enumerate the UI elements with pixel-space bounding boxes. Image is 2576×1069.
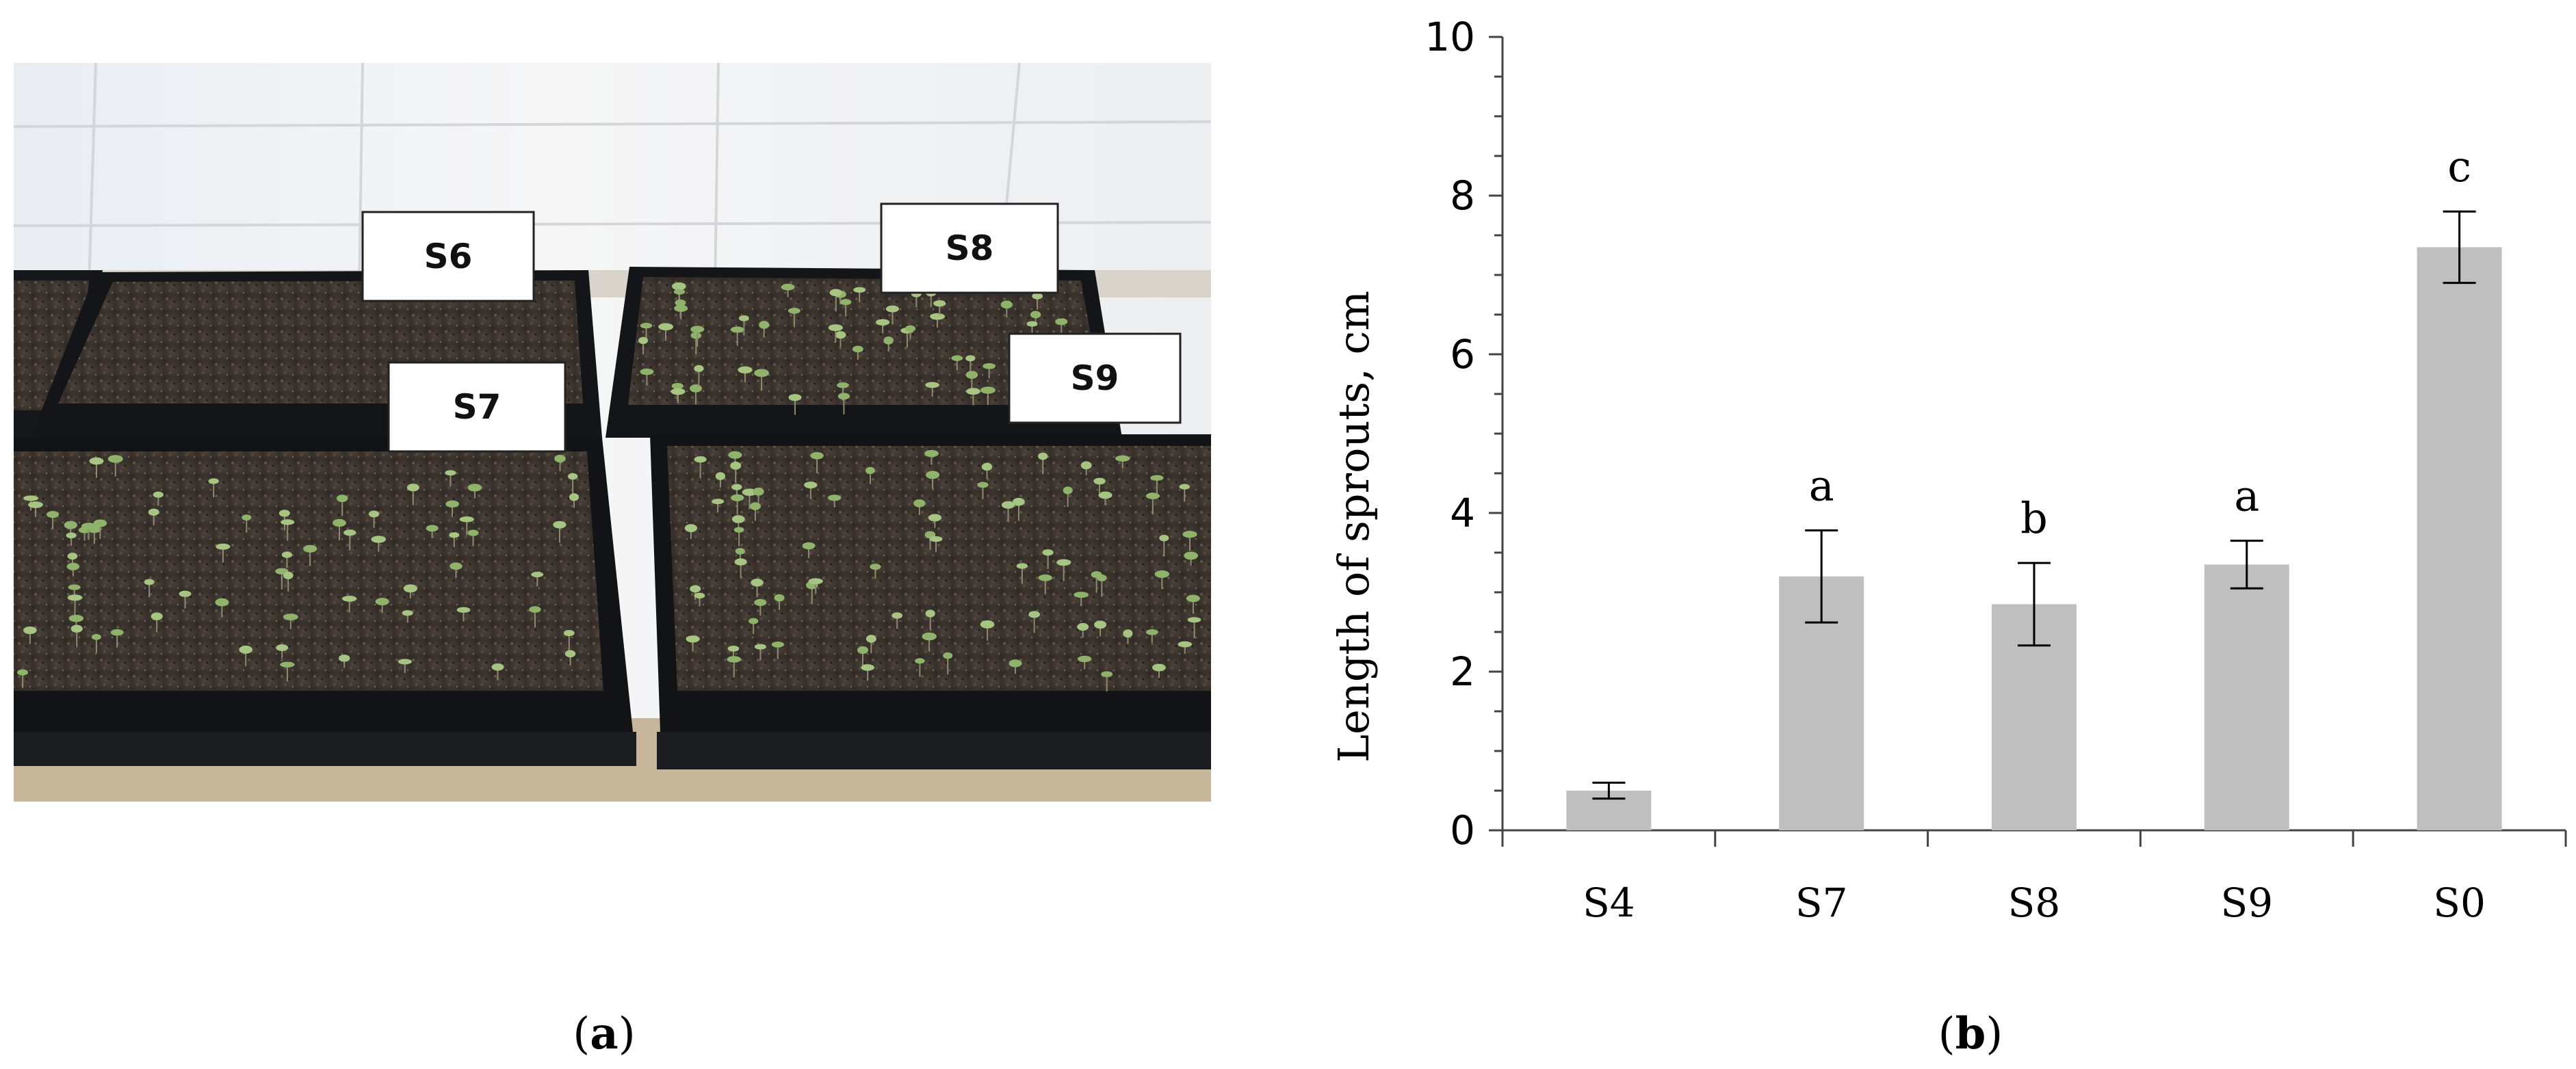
- seedlings: [17, 282, 1201, 691]
- tray-s9: [650, 434, 1211, 769]
- panel-letter-b: b: [1955, 1008, 1986, 1059]
- panel-label-b: (b): [1938, 1008, 2003, 1059]
- bar-chart: 0 2 4 6 8 10 S4 S7 S8 S9 S0 a b a c Length of sprout…: [1329, 14, 2567, 926]
- tray-photo: S6 S7 S8 S9: [14, 63, 1211, 802]
- y-tick-label: 6: [1450, 331, 1475, 378]
- error-bar-s0: [2443, 210, 2476, 285]
- tray-s7: [14, 438, 636, 766]
- significance-labels: a b a c: [1809, 142, 2471, 543]
- y-tick-label: 0: [1450, 807, 1475, 854]
- y-axis: 0 2 4 6 8 10: [1424, 14, 1504, 854]
- significance-label: c: [2447, 142, 2471, 192]
- panel-letter-a: a: [590, 1008, 618, 1059]
- tray-label-card-s9: S9: [1008, 332, 1182, 424]
- x-axis: S4 S7 S8 S9 S0: [1501, 829, 2567, 926]
- tray-label-s9: S9: [1071, 358, 1119, 398]
- x-tick-label: S7: [1795, 880, 1848, 926]
- bar-s9: [2204, 564, 2289, 830]
- y-tick-label: 2: [1450, 648, 1475, 695]
- tray-label-card-s8: S8: [880, 202, 1059, 294]
- panel-label-a: (a): [573, 1008, 635, 1059]
- x-tick-label: S8: [2008, 880, 2061, 926]
- error-bar-s4: [1592, 781, 1626, 800]
- bars: [1566, 247, 2502, 830]
- significance-label: b: [2020, 493, 2048, 543]
- tray-label-s6: S6: [424, 237, 473, 276]
- tray-label-s8: S8: [946, 228, 994, 268]
- significance-label: a: [2234, 471, 2259, 521]
- error-bar-s7: [1805, 529, 1838, 624]
- y-axis-title: Length of sprouts, cm: [1329, 291, 1379, 763]
- significance-label: a: [1809, 461, 1834, 511]
- tray-label-card-s6: S6: [361, 211, 535, 302]
- tray-label-card-s7: S7: [387, 361, 567, 453]
- x-tick-label: S9: [2220, 880, 2273, 926]
- y-tick-label: 4: [1450, 490, 1475, 536]
- x-tick-label: S4: [1583, 880, 1635, 926]
- y-tick-label: 10: [1424, 14, 1475, 60]
- y-tick-label: 8: [1450, 172, 1475, 219]
- error-bar-s9: [2230, 540, 2263, 590]
- error-bar-s8: [2018, 562, 2051, 647]
- error-bars: [1592, 210, 2476, 800]
- bar-s0: [2417, 247, 2502, 830]
- tray-label-s7: S7: [453, 387, 502, 427]
- x-tick-label: S0: [2433, 880, 2486, 926]
